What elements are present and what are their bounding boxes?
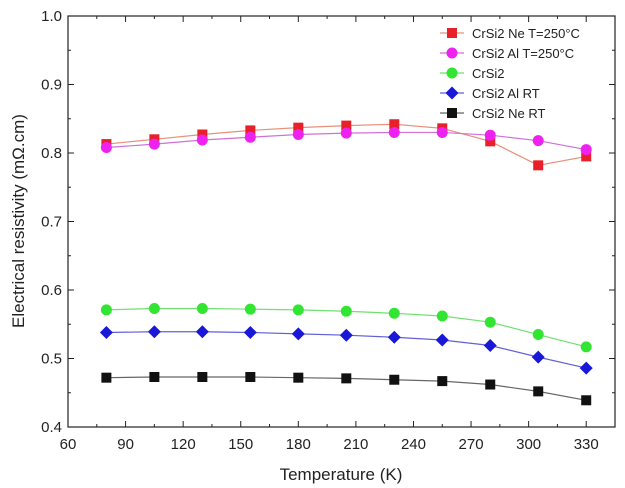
data-point [340, 305, 352, 317]
series-group [99, 325, 593, 375]
data-point [581, 395, 592, 406]
x-tick-label: 270 [459, 436, 484, 453]
data-point [244, 303, 256, 315]
legend-marker [446, 47, 458, 59]
data-point [147, 325, 161, 339]
y-tick-label: 0.9 [41, 77, 62, 94]
y-tick-label: 1.0 [41, 8, 62, 25]
series-group [101, 119, 592, 171]
axes: 60 90 120 150 180 210 240 270 300 330 0.4 0.5 0.6 0.7… [41, 8, 616, 453]
data-point [580, 341, 592, 353]
data-point [149, 371, 160, 382]
plot-frame [67, 15, 616, 428]
series-group [101, 371, 592, 406]
data-point [100, 304, 112, 316]
data-point [435, 333, 449, 347]
data-point [292, 304, 304, 316]
x-tick-label: 300 [516, 436, 541, 453]
x-tick-label: 60 [60, 436, 77, 453]
data-point [340, 127, 352, 139]
data-point [293, 372, 304, 383]
legend-label: CrSi2 Ne T=250°C [472, 26, 580, 41]
legend-label: CrSi2 [472, 66, 505, 81]
legend-label: CrSi2 Ne RT [472, 106, 546, 121]
data-point [531, 350, 545, 364]
data-point [245, 371, 256, 382]
data-point [148, 302, 160, 314]
data-point [437, 376, 448, 387]
x-tick-label: 150 [228, 436, 253, 453]
x-tick-label: 210 [343, 436, 368, 453]
data-point [580, 144, 592, 156]
data-point [533, 386, 544, 397]
series-layer [99, 119, 593, 406]
data-point [579, 361, 593, 375]
y-axis-title: Electrical resistivity (mΩ.cm) [9, 114, 28, 328]
data-point [293, 122, 304, 133]
y-tick-label: 0.5 [41, 351, 62, 368]
data-point [581, 151, 592, 162]
data-point [244, 131, 256, 143]
x-tick-label: 240 [401, 436, 426, 453]
data-point [388, 126, 400, 138]
data-point [101, 372, 112, 383]
series-group [100, 126, 592, 156]
data-point [483, 338, 497, 352]
data-point [196, 134, 208, 146]
x-axis-title: Temperature (K) [280, 465, 403, 484]
y-tick-label: 0.8 [41, 145, 62, 162]
legend-marker [445, 86, 459, 100]
data-point [389, 119, 400, 130]
data-point [341, 373, 352, 384]
data-point [339, 328, 353, 342]
data-point [195, 325, 209, 339]
legend-marker [446, 67, 458, 79]
data-point [291, 327, 305, 341]
data-point [532, 329, 544, 341]
data-point [436, 126, 448, 138]
data-point [389, 374, 400, 385]
data-point [245, 125, 256, 136]
data-point [484, 316, 496, 328]
data-point [388, 307, 400, 319]
data-point [387, 330, 401, 344]
data-point [243, 325, 257, 339]
data-point [341, 120, 352, 131]
y-tick-label: 0.6 [41, 282, 62, 299]
y-tick-label: 0.7 [41, 214, 62, 231]
x-tick-label: 90 [117, 436, 134, 453]
data-point [484, 129, 496, 141]
data-point [148, 138, 160, 150]
data-point [292, 129, 304, 141]
legend: CrSi2 Ne T=250°C CrSi2 Al T=250°C CrSi2 CrS… [440, 26, 580, 121]
legend-marker [447, 28, 457, 38]
data-point [196, 302, 208, 314]
data-point [197, 371, 208, 382]
data-point [485, 379, 496, 390]
legend-label: CrSi2 Al RT [472, 86, 540, 101]
data-point [436, 310, 448, 322]
data-point [100, 142, 112, 154]
data-point [532, 135, 544, 147]
legend-label: CrSi2 Al T=250°C [472, 46, 574, 61]
data-point [485, 136, 496, 147]
x-tick-label: 180 [286, 436, 311, 453]
legend-marker [447, 108, 457, 118]
y-tick-label: 0.4 [41, 419, 62, 436]
data-point [99, 325, 113, 339]
data-point [533, 160, 544, 171]
series-group [100, 302, 592, 353]
x-tick-label: 120 [171, 436, 196, 453]
x-tick-label: 330 [574, 436, 599, 453]
